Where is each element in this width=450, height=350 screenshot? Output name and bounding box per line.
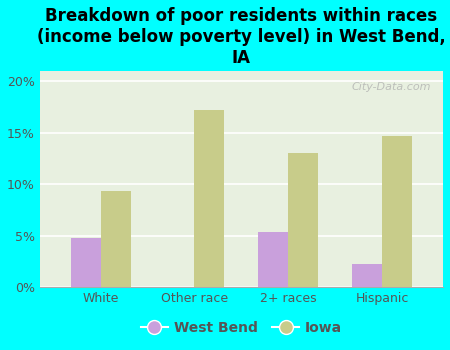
Bar — [382, 136, 412, 287]
Bar — [288, 153, 318, 287]
Bar — [194, 110, 225, 287]
Bar — [352, 264, 382, 287]
Title: Breakdown of poor residents within races
(income below poverty level) in West Be: Breakdown of poor residents within races… — [37, 7, 446, 66]
Bar — [101, 191, 130, 287]
Legend: West Bend, Iowa: West Bend, Iowa — [135, 315, 348, 341]
Text: City-Data.com: City-Data.com — [351, 82, 431, 92]
Bar — [71, 238, 101, 287]
Bar — [258, 232, 288, 287]
